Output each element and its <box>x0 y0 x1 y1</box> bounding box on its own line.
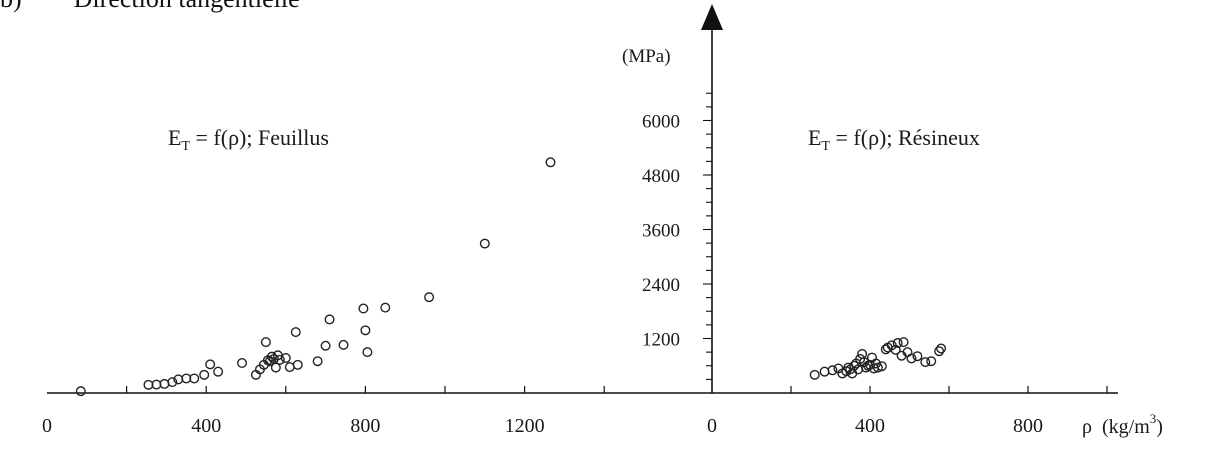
data-point-resineux <box>912 351 923 362</box>
data-point-feuillus <box>320 340 331 351</box>
data-point-feuillus <box>260 337 271 348</box>
x-axis-label-exponent: 3 <box>1150 411 1157 426</box>
y-tick-label: 4800 <box>642 166 680 187</box>
right-title-e: E <box>808 125 821 150</box>
data-point-feuillus <box>360 325 371 336</box>
data-point-feuillus <box>270 362 281 373</box>
data-point-resineux <box>890 344 901 355</box>
data-point-resineux <box>906 353 917 364</box>
data-point-feuillus <box>205 359 216 370</box>
series-feuillus <box>75 157 556 397</box>
data-point-resineux <box>876 361 887 372</box>
data-point-feuillus <box>312 356 323 367</box>
data-point-feuillus <box>75 386 86 397</box>
data-point-feuillus <box>213 366 224 377</box>
data-point-resineux <box>892 338 903 349</box>
data-point-feuillus <box>424 292 435 303</box>
data-point-resineux <box>920 357 931 368</box>
data-point-feuillus <box>358 303 369 314</box>
data-point-feuillus <box>274 354 285 365</box>
x-tick-label-left: 800 <box>350 415 380 437</box>
tick-labels: 0 400 800 1200 0 400 800 1200 2400 3600 4800 6000 <box>42 112 1043 438</box>
data-point-feuillus <box>199 369 210 380</box>
data-point-resineux <box>819 366 830 377</box>
data-point-feuillus <box>189 373 200 384</box>
y-tick-label: 6000 <box>642 112 680 133</box>
x-tick-label-right: 400 <box>855 415 885 437</box>
data-point-resineux <box>857 348 868 359</box>
data-point-feuillus <box>237 358 248 369</box>
tick-marks <box>125 92 1108 393</box>
figure-caption: b) Direction tangentielle <box>0 0 300 14</box>
data-point-feuillus <box>338 339 349 350</box>
left-title-rest: = f(ρ); Feuillus <box>190 125 329 150</box>
data-point-feuillus <box>545 157 556 168</box>
data-point-resineux <box>809 369 820 380</box>
x-axis-label-unit: (kg/m <box>1102 416 1150 438</box>
data-point-resineux <box>926 356 937 367</box>
right-title-rest: = f(ρ); Résineux <box>830 125 980 150</box>
data-point-resineux <box>898 337 909 348</box>
x-tick-label-left: 1200 <box>505 415 545 437</box>
data-point-feuillus <box>292 359 303 370</box>
data-point-feuillus <box>284 362 295 373</box>
right-chart-title: ET = f(ρ); Résineux <box>808 125 980 154</box>
data-point-feuillus <box>380 302 391 313</box>
data-point-resineux <box>936 343 947 354</box>
x-tick-label-right: 800 <box>1013 415 1043 437</box>
y-axis-arrow-icon <box>701 4 723 30</box>
data-point-feuillus <box>167 377 178 388</box>
series-resineux <box>809 337 947 380</box>
data-point-feuillus <box>324 314 335 325</box>
x-tick-label-right: 0 <box>707 415 717 437</box>
left-title-e: E <box>168 125 181 150</box>
left-chart-title: ET = f(ρ); Feuillus <box>168 125 329 154</box>
x-axis-label-close: ) <box>1156 416 1163 438</box>
data-point-resineux <box>934 346 945 357</box>
data-point-feuillus <box>362 347 373 358</box>
x-axis-label: ρ (kg/m3) <box>1082 411 1163 438</box>
y-tick-label: 3600 <box>642 221 680 242</box>
y-tick-label: 2400 <box>642 275 680 296</box>
x-axis-label-rho: ρ <box>1082 416 1092 438</box>
left-title-subscript: T <box>181 139 190 154</box>
data-point-feuillus <box>290 327 301 338</box>
data-point-feuillus <box>479 238 490 249</box>
data-point-feuillus <box>280 353 291 364</box>
data-point-resineux <box>827 365 838 376</box>
y-axis-label: (MPa) <box>622 46 671 67</box>
y-tick-label: 1200 <box>642 330 680 351</box>
x-tick-label-left: 0 <box>42 415 52 437</box>
x-tick-label-left: 400 <box>191 415 221 437</box>
right-title-subscript: T <box>821 139 830 154</box>
